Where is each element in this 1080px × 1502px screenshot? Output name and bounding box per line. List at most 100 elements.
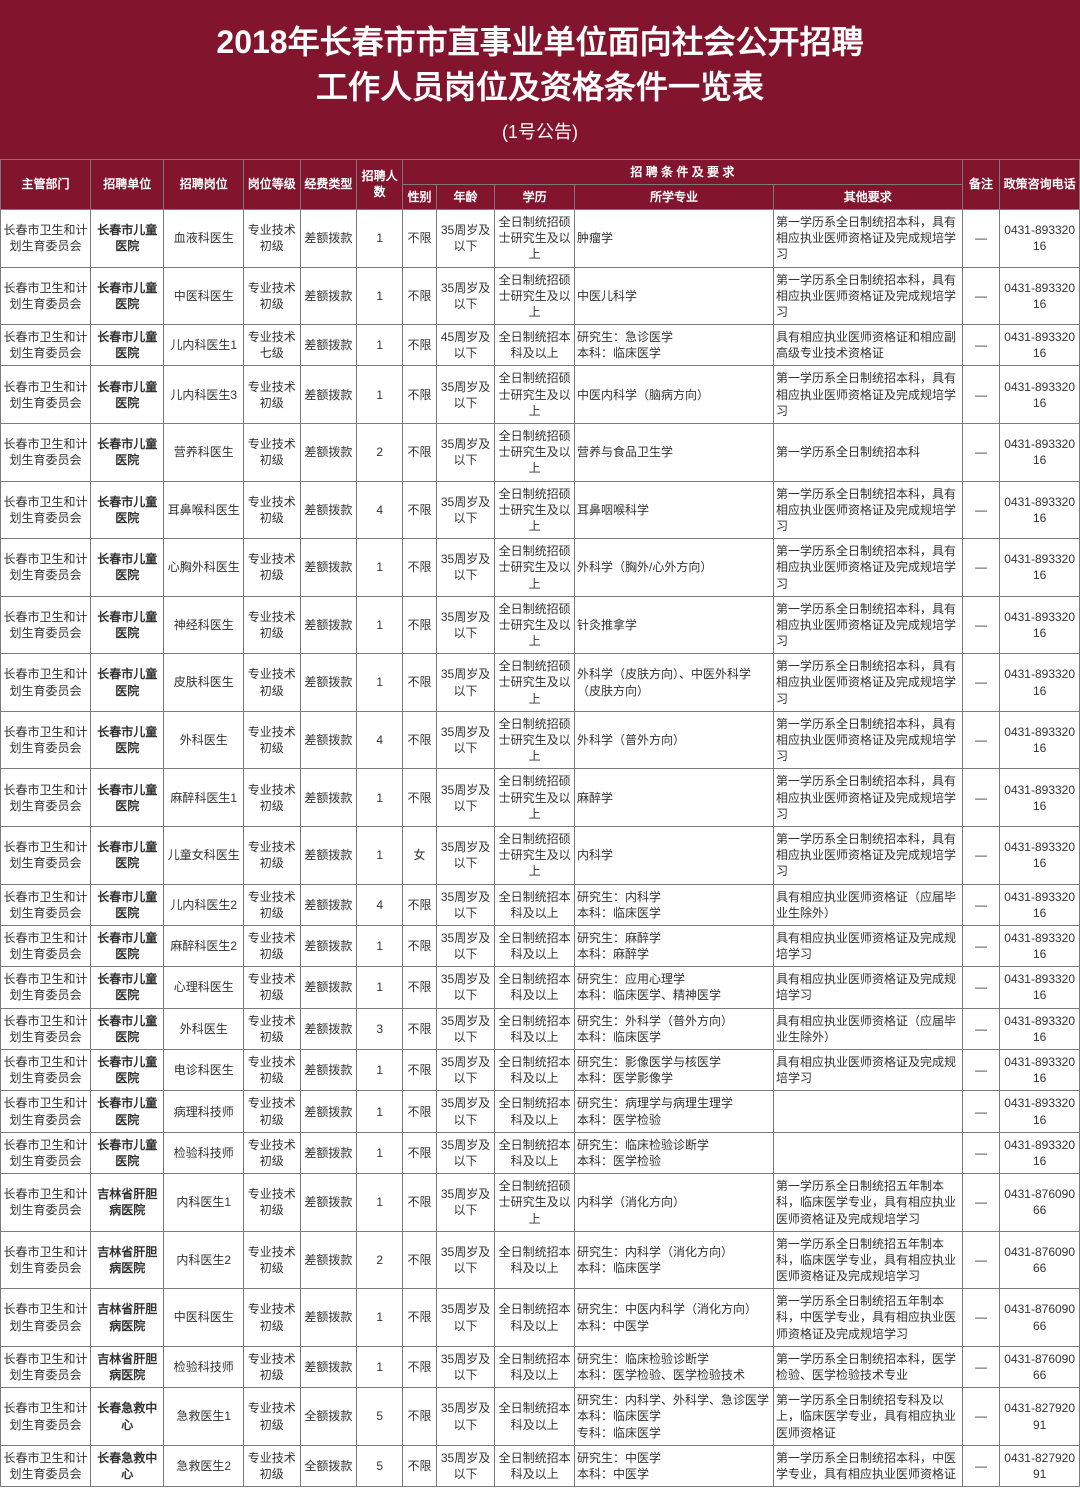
- col-job: 招聘岗位: [164, 159, 244, 209]
- cell-num: 5: [357, 1388, 403, 1446]
- table-row: 长春市卫生和计划生育委员会长春市儿童医院耳鼻喉科医生专业技术初级差额拨款4不限3…: [1, 481, 1080, 539]
- cell-other: 具有相应执业医师资格证（应届毕业生除外）: [774, 884, 963, 925]
- cell-job: 血液科医生: [164, 209, 244, 267]
- cell-note: —: [962, 1289, 1000, 1347]
- cell-edu: 全日制统招硕士研究生及以上: [495, 769, 575, 827]
- cell-edu: 全日制统招本科及以上: [495, 1445, 575, 1486]
- cell-major: 内科学: [574, 826, 773, 884]
- cell-edu: 全日制统招硕士研究生及以上: [495, 481, 575, 539]
- cell-level: 专业技术初级: [244, 366, 301, 424]
- table-header: 主管部门 招聘单位 招聘岗位 岗位等级 经费类型 招聘人数 招 聘 条 件 及 …: [1, 159, 1080, 209]
- cell-fund: 差额拨款: [300, 366, 357, 424]
- cell-age: 35周岁及以下: [436, 1289, 495, 1347]
- cell-level: 专业技术初级: [244, 209, 301, 267]
- cell-age: 35周岁及以下: [436, 1008, 495, 1049]
- cell-fund: 差额拨款: [300, 209, 357, 267]
- cell-tel: 0431-89332016: [1000, 267, 1080, 325]
- cell-fund: 差额拨款: [300, 925, 357, 966]
- cell-major: 中医内科学（脑病方向）: [574, 366, 773, 424]
- col-unit: 招聘单位: [91, 159, 164, 209]
- cell-num: 1: [357, 769, 403, 827]
- cell-edu: 全日制统招本科及以上: [495, 1388, 575, 1446]
- cell-tel: 0431-89332016: [1000, 424, 1080, 482]
- cell-other: 第一学历系全日制统招本科，具有相应执业医师资格证及完成规培学习: [774, 209, 963, 267]
- cell-num: 2: [357, 1231, 403, 1289]
- cell-job: 麻醉科医生2: [164, 925, 244, 966]
- table-row: 长春市卫生和计划生育委员会长春市儿童医院神经科医生专业技术初级差额拨款1不限35…: [1, 596, 1080, 654]
- table-row: 长春市卫生和计划生育委员会长春急救中心急救医生2专业技术初级全额拨款5不限35周…: [1, 1445, 1080, 1486]
- cell-note: —: [962, 1050, 1000, 1091]
- cell-edu: 全日制统招硕士研究生及以上: [495, 539, 575, 597]
- cell-major: 肿瘤学: [574, 209, 773, 267]
- cell-sex: 女: [403, 826, 437, 884]
- cell-num: 3: [357, 1008, 403, 1049]
- cell-level: 专业技术初级: [244, 654, 301, 712]
- cell-tel: 0431-89332016: [1000, 1050, 1080, 1091]
- cell-dept: 长春市卫生和计划生育委员会: [1, 1132, 91, 1173]
- cell-dept: 长春市卫生和计划生育委员会: [1, 481, 91, 539]
- cell-fund: 差额拨款: [300, 826, 357, 884]
- cell-fund: 差额拨款: [300, 1091, 357, 1132]
- cell-num: 1: [357, 654, 403, 712]
- cell-unit: 长春市儿童医院: [91, 539, 164, 597]
- cell-num: 1: [357, 366, 403, 424]
- cell-edu: 全日制统招硕士研究生及以上: [495, 711, 575, 769]
- cell-num: 4: [357, 481, 403, 539]
- cell-dept: 长春市卫生和计划生育委员会: [1, 1388, 91, 1446]
- cell-major: 研究生：内科学（消化方向）本科：临床医学: [574, 1231, 773, 1289]
- cell-edu: 全日制统招本科及以上: [495, 1289, 575, 1347]
- cell-note: —: [962, 769, 1000, 827]
- col-req-group: 招 聘 条 件 及 要 求: [403, 159, 962, 184]
- cell-tel: 0431-82792091: [1000, 1388, 1080, 1446]
- cell-age: 35周岁及以下: [436, 1346, 495, 1387]
- cell-fund: 差额拨款: [300, 1231, 357, 1289]
- cell-level: 专业技术初级: [244, 424, 301, 482]
- cell-other: 第一学历系全日制统招本科，具有相应执业医师资格证及完成规培学习: [774, 769, 963, 827]
- cell-num: 1: [357, 325, 403, 366]
- cell-major: 内科学（消化方向）: [574, 1174, 773, 1232]
- cell-note: —: [962, 267, 1000, 325]
- table-row: 长春市卫生和计划生育委员会长春市儿童医院麻醉科医生2专业技术初级差额拨款1不限3…: [1, 925, 1080, 966]
- cell-sex: 不限: [403, 925, 437, 966]
- cell-edu: 全日制统招硕士研究生及以上: [495, 209, 575, 267]
- table-row: 长春市卫生和计划生育委员会长春市儿童医院麻醉科医生1专业技术初级差额拨款1不限3…: [1, 769, 1080, 827]
- table-row: 长春市卫生和计划生育委员会长春市儿童医院心理科医生专业技术初级差额拨款1不限35…: [1, 967, 1080, 1008]
- cell-age: 35周岁及以下: [436, 1050, 495, 1091]
- cell-unit: 长春市儿童医院: [91, 1132, 164, 1173]
- cell-dept: 长春市卫生和计划生育委员会: [1, 1289, 91, 1347]
- cell-unit: 长春急救中心: [91, 1388, 164, 1446]
- cell-age: 35周岁及以下: [436, 769, 495, 827]
- cell-num: 5: [357, 1445, 403, 1486]
- cell-tel: 0431-89332016: [1000, 209, 1080, 267]
- cell-unit: 长春市儿童医院: [91, 209, 164, 267]
- cell-edu: 全日制统招本科及以上: [495, 925, 575, 966]
- cell-sex: 不限: [403, 769, 437, 827]
- cell-major: 研究生：中医学本科：中医学: [574, 1445, 773, 1486]
- cell-age: 35周岁及以下: [436, 1388, 495, 1446]
- cell-major: 研究生：影像医学与核医学本科：医学影像学: [574, 1050, 773, 1091]
- cell-level: 专业技术初级: [244, 884, 301, 925]
- cell-edu: 全日制统招硕士研究生及以上: [495, 267, 575, 325]
- cell-level: 专业技术初级: [244, 1091, 301, 1132]
- cell-num: 1: [357, 1132, 403, 1173]
- cell-other: 第一学历系全日制统招五年制本科，临床医学专业，具有相应执业医师资格证及完成规培学…: [774, 1174, 963, 1232]
- cell-dept: 长春市卫生和计划生育委员会: [1, 769, 91, 827]
- page-header: 2018年长春市市直事业单位面向社会公开招聘 工作人员岗位及资格条件一览表 (1…: [0, 0, 1080, 159]
- cell-major: 研究生：应用心理学本科：临床医学、精神医学: [574, 967, 773, 1008]
- cell-age: 35周岁及以下: [436, 596, 495, 654]
- cell-job: 麻醉科医生1: [164, 769, 244, 827]
- cell-dept: 长春市卫生和计划生育委员会: [1, 1346, 91, 1387]
- cell-fund: 差额拨款: [300, 967, 357, 1008]
- cell-sex: 不限: [403, 1388, 437, 1446]
- cell-tel: 0431-89332016: [1000, 925, 1080, 966]
- cell-job: 皮肤科医生: [164, 654, 244, 712]
- cell-sex: 不限: [403, 1174, 437, 1232]
- table-row: 长春市卫生和计划生育委员会长春市儿童医院儿童女科医生专业技术初级差额拨款1女35…: [1, 826, 1080, 884]
- cell-fund: 差额拨款: [300, 1174, 357, 1232]
- cell-other: 第一学历系全日制统招本科，具有相应执业医师资格证及完成规培学习: [774, 596, 963, 654]
- cell-job: 外科医生: [164, 711, 244, 769]
- cell-fund: 差额拨款: [300, 267, 357, 325]
- cell-other: 第一学历系全日制统招本科，具有相应执业医师资格证及完成规培学习: [774, 654, 963, 712]
- cell-note: —: [962, 325, 1000, 366]
- cell-other: 具有相应执业医师资格证及完成规培学习: [774, 967, 963, 1008]
